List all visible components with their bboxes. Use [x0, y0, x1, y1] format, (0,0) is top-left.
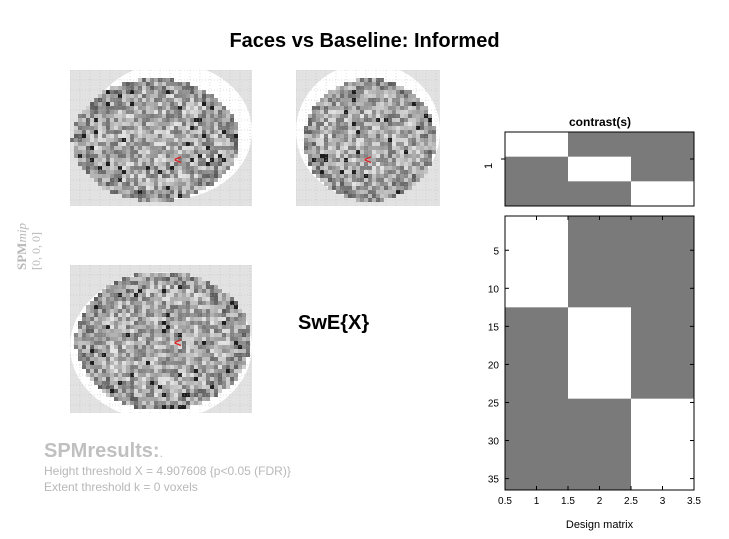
- design-matrix-block: [568, 216, 632, 308]
- contrast-cell: [631, 181, 695, 207]
- mip-coronal-view[interactable]: <: [296, 70, 440, 206]
- design-matrix-block: [631, 398, 695, 491]
- height-threshold-text: Height threshold X = 4.907608 {p<0.05 (F…: [44, 464, 291, 478]
- contrast-frame: [504, 131, 695, 207]
- design-matrix-ytick-label: 10: [488, 284, 500, 295]
- design-matrix-xtick-label: 3.5: [687, 496, 701, 507]
- cursor-marker-icon: <: [174, 152, 182, 167]
- design-matrix-block: [568, 398, 632, 491]
- mip-axial-view[interactable]: <: [70, 265, 252, 413]
- results-title: SPMresults:.: [44, 440, 163, 463]
- design-matrix-block: [568, 307, 632, 400]
- design-matrix-xtick-label: 0.5: [498, 496, 512, 507]
- spm-mip-label: SPMmip [0, 0, 0]: [14, 223, 43, 270]
- design-matrix-xtick-label: 2.5: [624, 496, 638, 507]
- spm-mip-label-main: SPM: [14, 243, 29, 270]
- contrast-row-label: 1: [483, 163, 495, 169]
- design-matrix-ytick-label: 25: [488, 398, 500, 409]
- svg-text:SPMmip: SPMmip: [14, 223, 29, 270]
- contrast-title: contrast(s): [569, 115, 631, 129]
- design-matrix-xlabel: Design matrix: [566, 519, 634, 531]
- spm-mip-label-sub: mip: [14, 223, 29, 243]
- design-matrix-block: [631, 216, 695, 400]
- results-title-text: SPMresults:: [44, 440, 160, 462]
- design-matrix-xtick-label: 1: [534, 496, 540, 507]
- results-title-suffix: .: [159, 446, 163, 460]
- design-matrix-ytick-label: 5: [493, 246, 499, 257]
- mip-coronal-image: <: [296, 70, 440, 206]
- design-matrix-panel[interactable]: 0.5 1 1.5 2 2.5 3 3.5 5 10 15 20 25 30 35 Design mat…: [470, 213, 720, 533]
- contrast-cell: [505, 132, 569, 158]
- design-matrix-ytick-label: 20: [488, 360, 500, 371]
- contrast-panel[interactable]: contrast(s) 1: [470, 112, 710, 212]
- contrast-cell: [631, 132, 695, 158]
- design-matrix-block: [505, 307, 569, 491]
- design-matrix-xtick-label: 1.5: [561, 496, 575, 507]
- design-matrix-xtick-label: 3: [660, 496, 666, 507]
- contrast-cell: [505, 181, 569, 207]
- design-matrix-block: [505, 216, 569, 308]
- mip-sagittal-image: <: [70, 70, 252, 206]
- design-matrix-ytick-label: 35: [488, 475, 500, 486]
- contrast-cell: [505, 156, 569, 182]
- design-matrix-ytick-label: 30: [488, 437, 500, 448]
- design-matrix-ytick-label: 15: [488, 322, 500, 333]
- contrast-cell: [631, 156, 695, 182]
- contrast-cell: [568, 156, 632, 182]
- cursor-marker-icon: <: [174, 335, 182, 350]
- spm-mip-coords: [0, 0, 0]: [29, 232, 43, 270]
- contrast-cell: [568, 132, 632, 158]
- contrast-cell: [568, 181, 632, 207]
- figure-title: Faces vs Baseline: Informed: [229, 30, 500, 52]
- stat-label: SwE{X}: [298, 312, 370, 334]
- cursor-marker-icon: <: [364, 152, 372, 167]
- mip-axial-image: <: [70, 265, 252, 413]
- design-matrix-xtick-label: 2: [597, 496, 603, 507]
- extent-threshold-text: Extent threshold k = 0 voxels: [44, 480, 198, 494]
- mip-sagittal-view[interactable]: <: [70, 70, 252, 206]
